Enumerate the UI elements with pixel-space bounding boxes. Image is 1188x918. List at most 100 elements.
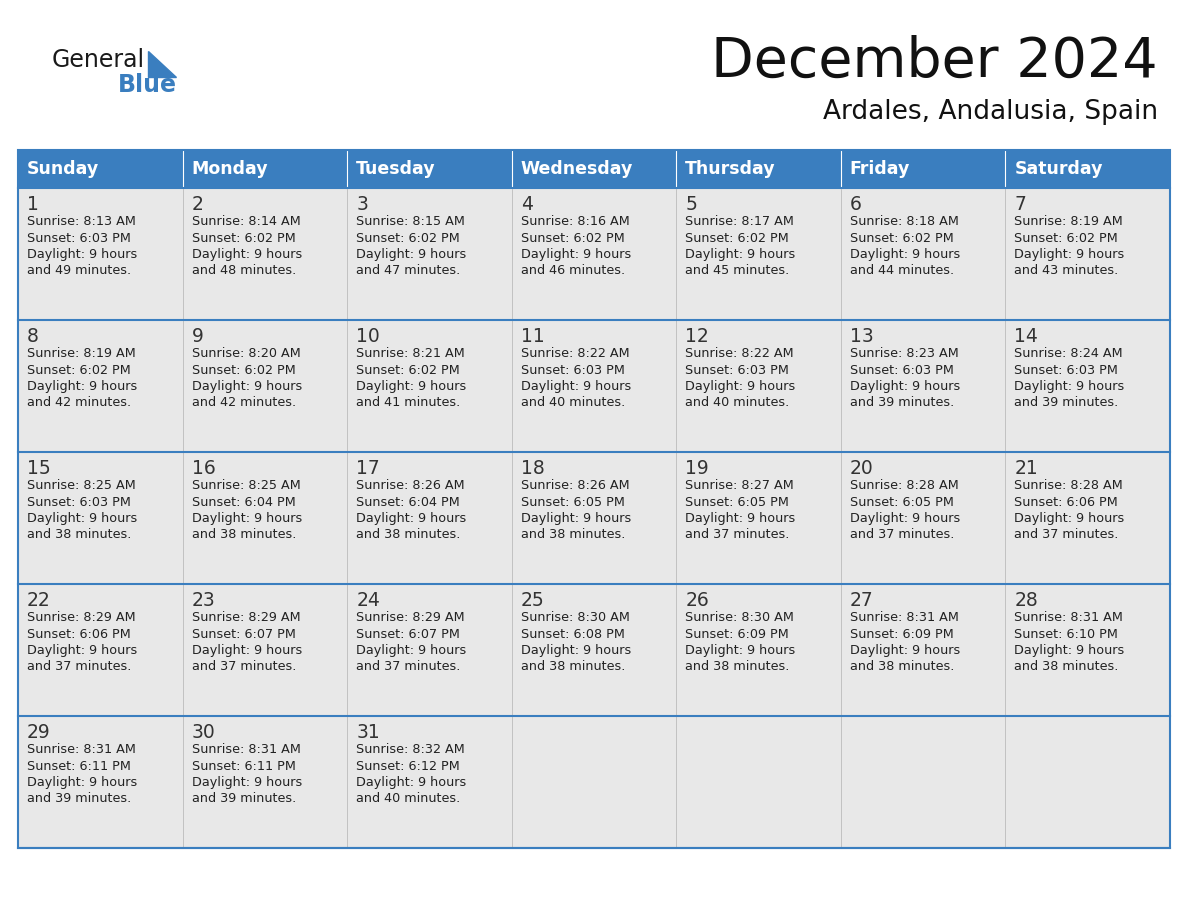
Text: and 48 minutes.: and 48 minutes. bbox=[191, 264, 296, 277]
Text: Sunrise: 8:30 AM: Sunrise: 8:30 AM bbox=[685, 611, 794, 624]
Text: Wednesday: Wednesday bbox=[520, 160, 633, 178]
Bar bbox=[841, 320, 1005, 452]
Bar bbox=[347, 716, 512, 848]
Text: and 40 minutes.: and 40 minutes. bbox=[356, 792, 461, 805]
Text: Sunrise: 8:22 AM: Sunrise: 8:22 AM bbox=[685, 347, 794, 360]
Bar bbox=[676, 320, 841, 452]
Text: Daylight: 9 hours: Daylight: 9 hours bbox=[1015, 644, 1125, 657]
Text: 7: 7 bbox=[1015, 195, 1026, 214]
Text: Daylight: 9 hours: Daylight: 9 hours bbox=[1015, 380, 1125, 393]
Text: Sunset: 6:02 PM: Sunset: 6:02 PM bbox=[191, 231, 296, 244]
Text: Sunset: 6:03 PM: Sunset: 6:03 PM bbox=[27, 231, 131, 244]
Bar bbox=[841, 188, 1005, 320]
Text: Daylight: 9 hours: Daylight: 9 hours bbox=[356, 644, 467, 657]
Bar bbox=[841, 584, 1005, 716]
Text: 29: 29 bbox=[27, 723, 51, 742]
Text: Daylight: 9 hours: Daylight: 9 hours bbox=[27, 380, 138, 393]
Bar bbox=[18, 188, 183, 320]
Text: Sunrise: 8:28 AM: Sunrise: 8:28 AM bbox=[849, 479, 959, 492]
Text: 10: 10 bbox=[356, 327, 380, 346]
Text: Sunrise: 8:15 AM: Sunrise: 8:15 AM bbox=[356, 215, 465, 228]
Text: and 38 minutes.: and 38 minutes. bbox=[849, 660, 954, 674]
Text: Daylight: 9 hours: Daylight: 9 hours bbox=[356, 248, 467, 261]
Text: Daylight: 9 hours: Daylight: 9 hours bbox=[356, 512, 467, 525]
Text: 2: 2 bbox=[191, 195, 203, 214]
Text: 18: 18 bbox=[520, 459, 544, 478]
Text: Sunset: 6:02 PM: Sunset: 6:02 PM bbox=[1015, 231, 1118, 244]
Text: Daylight: 9 hours: Daylight: 9 hours bbox=[191, 512, 302, 525]
Bar bbox=[512, 584, 676, 716]
Text: 6: 6 bbox=[849, 195, 861, 214]
Text: 12: 12 bbox=[685, 327, 709, 346]
Text: Daylight: 9 hours: Daylight: 9 hours bbox=[849, 248, 960, 261]
Text: Sunrise: 8:14 AM: Sunrise: 8:14 AM bbox=[191, 215, 301, 228]
Bar bbox=[1005, 188, 1170, 320]
Text: Sunrise: 8:17 AM: Sunrise: 8:17 AM bbox=[685, 215, 794, 228]
Text: Daylight: 9 hours: Daylight: 9 hours bbox=[685, 380, 796, 393]
Bar bbox=[347, 584, 512, 716]
Text: Daylight: 9 hours: Daylight: 9 hours bbox=[685, 512, 796, 525]
Bar bbox=[1005, 716, 1170, 848]
Text: Sunrise: 8:26 AM: Sunrise: 8:26 AM bbox=[356, 479, 465, 492]
Text: Daylight: 9 hours: Daylight: 9 hours bbox=[520, 380, 631, 393]
Bar bbox=[183, 452, 347, 584]
Bar bbox=[183, 716, 347, 848]
Text: and 42 minutes.: and 42 minutes. bbox=[27, 397, 131, 409]
Bar bbox=[841, 452, 1005, 584]
Text: Sunrise: 8:31 AM: Sunrise: 8:31 AM bbox=[1015, 611, 1124, 624]
Bar bbox=[18, 452, 183, 584]
Text: Sunset: 6:05 PM: Sunset: 6:05 PM bbox=[685, 496, 789, 509]
Text: and 37 minutes.: and 37 minutes. bbox=[849, 529, 954, 542]
Bar bbox=[676, 716, 841, 848]
Text: and 39 minutes.: and 39 minutes. bbox=[27, 792, 131, 805]
Text: Sunrise: 8:13 AM: Sunrise: 8:13 AM bbox=[27, 215, 135, 228]
Text: Sunset: 6:03 PM: Sunset: 6:03 PM bbox=[27, 496, 131, 509]
Text: 11: 11 bbox=[520, 327, 544, 346]
Text: Daylight: 9 hours: Daylight: 9 hours bbox=[27, 512, 138, 525]
Text: Ardales, Andalusia, Spain: Ardales, Andalusia, Spain bbox=[823, 99, 1158, 125]
Text: Daylight: 9 hours: Daylight: 9 hours bbox=[520, 512, 631, 525]
Text: Sunset: 6:05 PM: Sunset: 6:05 PM bbox=[849, 496, 954, 509]
Bar bbox=[1005, 320, 1170, 452]
Text: Sunset: 6:03 PM: Sunset: 6:03 PM bbox=[685, 364, 789, 376]
Text: Sunrise: 8:26 AM: Sunrise: 8:26 AM bbox=[520, 479, 630, 492]
Text: 14: 14 bbox=[1015, 327, 1038, 346]
Text: Sunset: 6:07 PM: Sunset: 6:07 PM bbox=[356, 628, 460, 641]
Text: Sunrise: 8:29 AM: Sunrise: 8:29 AM bbox=[191, 611, 301, 624]
Text: Daylight: 9 hours: Daylight: 9 hours bbox=[356, 380, 467, 393]
Bar bbox=[512, 320, 676, 452]
Bar bbox=[841, 716, 1005, 848]
Text: 3: 3 bbox=[356, 195, 368, 214]
Text: 21: 21 bbox=[1015, 459, 1038, 478]
Text: and 37 minutes.: and 37 minutes. bbox=[1015, 529, 1119, 542]
Text: Daylight: 9 hours: Daylight: 9 hours bbox=[849, 512, 960, 525]
Text: and 40 minutes.: and 40 minutes. bbox=[520, 397, 625, 409]
Bar bbox=[676, 188, 841, 320]
Text: Daylight: 9 hours: Daylight: 9 hours bbox=[1015, 512, 1125, 525]
Text: Sunrise: 8:27 AM: Sunrise: 8:27 AM bbox=[685, 479, 794, 492]
Text: and 39 minutes.: and 39 minutes. bbox=[191, 792, 296, 805]
Text: 25: 25 bbox=[520, 591, 544, 610]
Text: 9: 9 bbox=[191, 327, 203, 346]
Text: and 38 minutes.: and 38 minutes. bbox=[1015, 660, 1119, 674]
Text: Sunrise: 8:24 AM: Sunrise: 8:24 AM bbox=[1015, 347, 1123, 360]
Text: December 2024: December 2024 bbox=[712, 35, 1158, 89]
Text: and 47 minutes.: and 47 minutes. bbox=[356, 264, 461, 277]
Text: Daylight: 9 hours: Daylight: 9 hours bbox=[191, 248, 302, 261]
Bar bbox=[18, 716, 183, 848]
Text: and 41 minutes.: and 41 minutes. bbox=[356, 397, 461, 409]
Text: and 45 minutes.: and 45 minutes. bbox=[685, 264, 790, 277]
Bar bbox=[676, 452, 841, 584]
Text: Daylight: 9 hours: Daylight: 9 hours bbox=[685, 248, 796, 261]
Bar bbox=[1005, 452, 1170, 584]
Text: Daylight: 9 hours: Daylight: 9 hours bbox=[191, 776, 302, 789]
Text: Sunrise: 8:25 AM: Sunrise: 8:25 AM bbox=[191, 479, 301, 492]
Text: Daylight: 9 hours: Daylight: 9 hours bbox=[27, 644, 138, 657]
Text: Sunrise: 8:30 AM: Sunrise: 8:30 AM bbox=[520, 611, 630, 624]
Bar bbox=[18, 150, 1170, 188]
Text: Sunrise: 8:23 AM: Sunrise: 8:23 AM bbox=[849, 347, 959, 360]
Text: Daylight: 9 hours: Daylight: 9 hours bbox=[27, 248, 138, 261]
Polygon shape bbox=[148, 51, 176, 77]
Text: Sunset: 6:02 PM: Sunset: 6:02 PM bbox=[685, 231, 789, 244]
Text: Monday: Monday bbox=[191, 160, 268, 178]
